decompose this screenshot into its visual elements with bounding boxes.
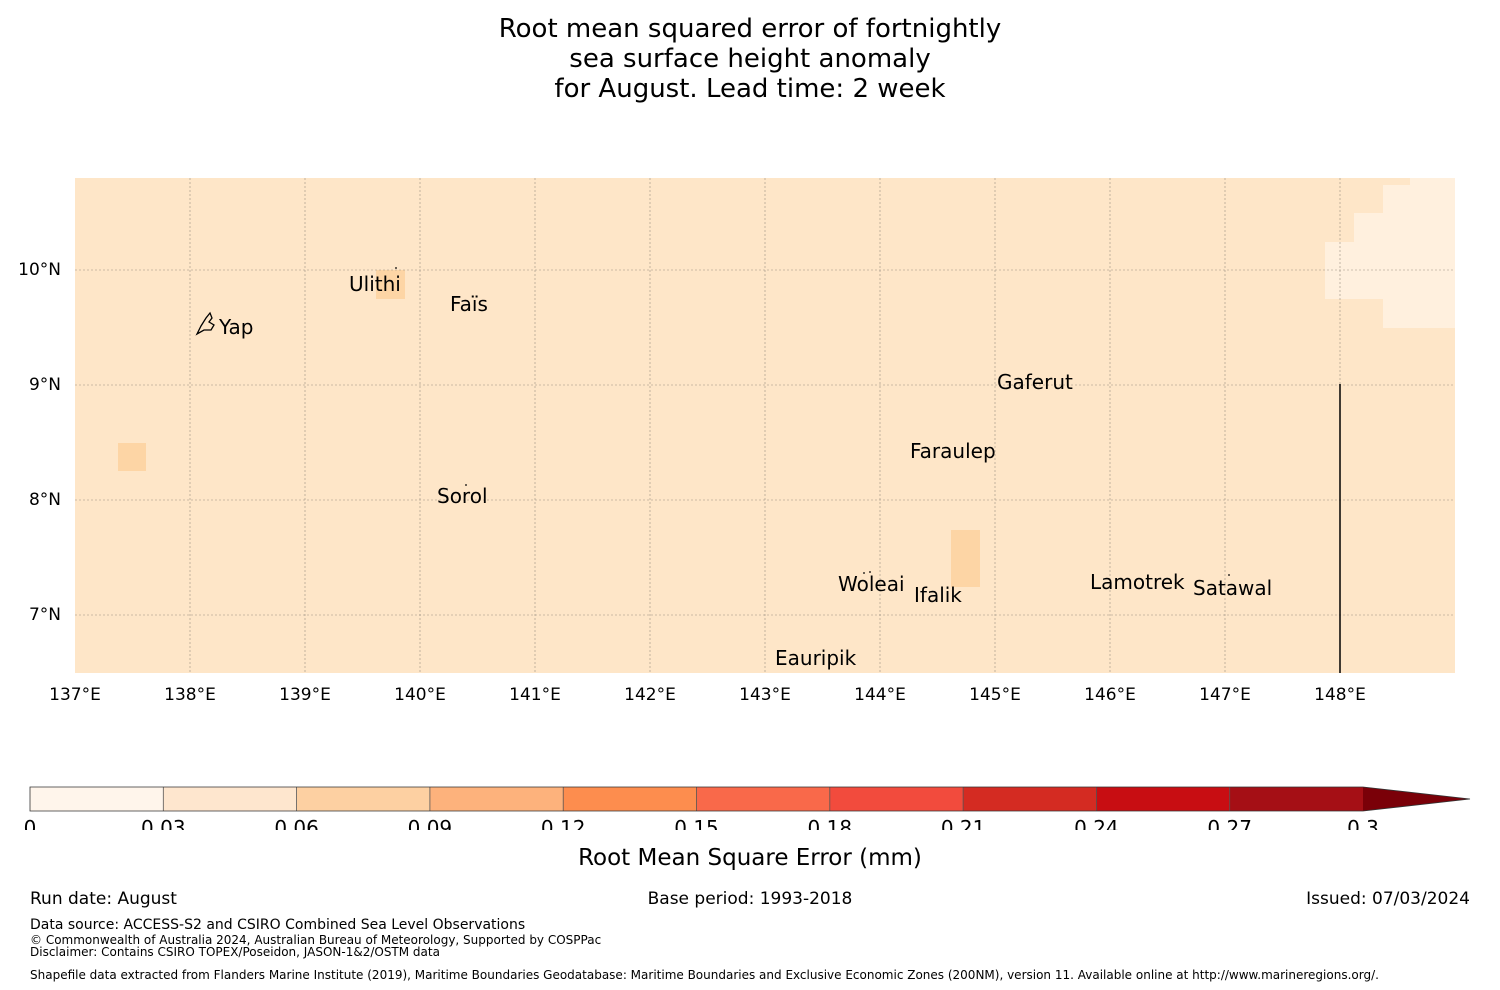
title-line-2: sea surface height anomaly: [569, 44, 931, 74]
atoll-markers: [395, 267, 1230, 576]
island-label-lamotrek: Lamotrek: [1090, 570, 1185, 594]
lon-tick-label: 143°E: [739, 685, 791, 705]
colorbar-segment: [1096, 787, 1231, 811]
colorbar-segment: [696, 787, 831, 811]
map-figure: 10°N 9°N 8°N 7°N 137°E 138°E 139°E 140°E…: [18, 178, 1471, 830]
title-line-3: for August. Lead time: 2 week: [554, 74, 946, 104]
lon-tick-label: 137°E: [49, 685, 101, 705]
high-error-cell: [951, 530, 980, 587]
high-error-cell: [376, 270, 405, 299]
island-label-ifalik: Ifalik: [914, 583, 962, 607]
atoll-dot: [395, 267, 397, 269]
title-line-1: Root mean squared error of fortnightly: [498, 14, 1002, 44]
atoll-dot: [869, 571, 871, 573]
colorbar-segment: [563, 787, 697, 811]
high-error-cell: [118, 443, 146, 471]
colorbar-extend-arrow: [1363, 787, 1470, 811]
shapefile-credit: Shapefile data extracted from Flanders M…: [30, 968, 1379, 982]
colorbar-label: Root Mean Square Error (mm): [578, 845, 922, 871]
base-period: Base period: 1993-2018: [647, 889, 853, 909]
lon-tick-label: 146°E: [1084, 685, 1136, 705]
colorbar-tick-label: 0.18: [808, 816, 853, 830]
low-error-region: [1325, 178, 1455, 328]
island-label-fais: Faïs: [450, 292, 488, 316]
colorbar-tick-label: 0.06: [274, 816, 319, 830]
colorbar-segment: [429, 787, 564, 811]
colorbar-segment: [829, 787, 964, 811]
colorbar-outline: [29, 786, 1471, 812]
lon-tick-label: 147°E: [1199, 685, 1251, 705]
lon-tick-label: 145°E: [969, 685, 1021, 705]
colorbar-tick-label: 0.27: [1207, 816, 1252, 830]
lon-tick-label: 141°E: [509, 685, 561, 705]
low-error-cell: [1383, 185, 1455, 213]
colorbar-segment: [1229, 787, 1364, 811]
colorbar-tick-label: 0.21: [941, 816, 986, 830]
colorbar-tick-label: 0.09: [408, 816, 453, 830]
low-error-cell: [1354, 213, 1455, 242]
colorbar-tick-label: 0.12: [541, 816, 586, 830]
lon-tick-label: 144°E: [854, 685, 906, 705]
lon-tick-label: 139°E: [279, 685, 331, 705]
atoll-dot: [863, 572, 865, 574]
island-label-woleai: Woleai: [838, 572, 905, 596]
colorbar-ticks: 0 0.03 0.06 0.09 0.12 0.15 0.18 0.21 0.24 0.27 0.3: [24, 816, 1379, 830]
island-label-faraulep: Faraulep: [910, 439, 996, 463]
gridlines: [75, 178, 1455, 673]
colorbar-tick-label: 0.03: [141, 816, 186, 830]
colorbar-segment: [163, 787, 298, 811]
colorbar-tick-label: 0.24: [1074, 816, 1119, 830]
atoll-dot: [465, 484, 467, 486]
island-label-ulithi: Ulithi: [349, 272, 401, 296]
colorbar-tick-label: 0.15: [674, 816, 719, 830]
map-title: Root mean squared error of fortnightly s…: [0, 14, 1500, 104]
issued-date: Issued: 07/03/2024: [1306, 889, 1470, 909]
low-error-cell: [1383, 299, 1455, 328]
run-date: Run date: August: [30, 889, 177, 909]
colorbar-tick-label: 0: [24, 816, 37, 830]
lat-tick-label: 7°N: [29, 605, 61, 625]
lat-tick-label: 10°N: [18, 260, 61, 280]
data-source: Data source: ACCESS-S2 and CSIRO Combine…: [30, 917, 526, 933]
low-error-cell: [1410, 178, 1455, 185]
lat-tick-label: 9°N: [29, 375, 61, 395]
colorbar-segment: [296, 787, 431, 811]
lon-tick-label: 138°E: [164, 685, 216, 705]
high-error-region: [118, 270, 980, 587]
atoll-dot: [1228, 574, 1230, 576]
colorbar-tick-label: 0.3: [1347, 816, 1379, 830]
lon-tick-label: 148°E: [1314, 685, 1366, 705]
lon-tick-label: 142°E: [624, 685, 676, 705]
island-label-yap: Yap: [218, 315, 253, 339]
colorbar: [29, 786, 1471, 812]
yap-island-shape: [195, 311, 215, 336]
island-label-gaferut: Gaferut: [997, 370, 1073, 394]
lat-tick-label: 8°N: [29, 490, 61, 510]
island-label-sorol: Sorol: [437, 484, 488, 508]
disclaimer: Disclaimer: Contains CSIRO TOPEX/Poseido…: [30, 945, 440, 959]
island-label-eauripik: Eauripik: [775, 646, 857, 670]
low-error-cell: [1325, 242, 1455, 299]
copyright: © Commonwealth of Australia 2024, Austra…: [30, 933, 602, 947]
lon-tick-label: 140°E: [394, 685, 446, 705]
colorbar-segment: [30, 787, 164, 811]
island-label-satawal: Satawal: [1193, 576, 1272, 600]
colorbar-segment: [963, 787, 1097, 811]
